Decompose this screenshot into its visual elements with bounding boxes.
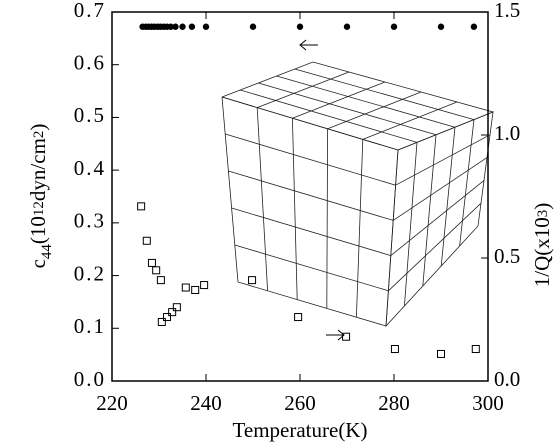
cube-grid <box>231 207 391 256</box>
point <box>200 281 209 290</box>
cube-grid <box>240 89 418 143</box>
point <box>157 317 166 326</box>
axis-label-part: ) <box>530 203 554 210</box>
cube-grid <box>257 71 350 108</box>
y2-tick-label: 0.5 <box>494 244 520 268</box>
point <box>181 283 190 292</box>
point <box>202 23 210 30</box>
x-tick-label: 220 <box>96 391 128 415</box>
point <box>188 23 196 30</box>
point <box>191 285 200 294</box>
x-axis-label: Temperature(K) <box>233 418 368 442</box>
cube-edge <box>221 96 399 327</box>
axis-label-part: dyn/cm <box>26 138 50 201</box>
axis-label-part: 1/Q(x10 <box>530 217 554 287</box>
point <box>343 23 351 30</box>
point <box>390 345 399 354</box>
y-axis-label: c44(1012dyn/cm2) <box>26 124 56 269</box>
arrow-left <box>299 39 318 51</box>
point <box>390 23 398 30</box>
point <box>248 276 257 285</box>
cube-illustration <box>221 61 495 328</box>
point <box>296 23 304 30</box>
y2-tick-label: 0.0 <box>494 367 520 391</box>
point <box>470 23 478 30</box>
x-tick-label: 300 <box>472 391 504 415</box>
cube-grid <box>276 75 456 128</box>
axis-label-part: 3 <box>535 210 551 218</box>
y-tick-label: 0.2 <box>74 261 106 285</box>
arrow-right <box>326 329 345 341</box>
x-tick-label: 280 <box>378 391 410 415</box>
y2-axis-label: 1/Q(x103) <box>530 203 554 288</box>
y-tick-label: 0.1 <box>74 314 106 338</box>
cube-grid <box>294 68 475 120</box>
cube-grid <box>395 134 491 186</box>
x-tick-label: 260 <box>284 391 316 415</box>
point <box>249 23 257 30</box>
y-tick-label: 0.7 <box>74 0 106 22</box>
axis-label-part: 44 <box>39 244 55 260</box>
point <box>137 202 146 211</box>
y-tick-label: 0.4 <box>74 156 106 180</box>
cube-grid <box>326 128 329 309</box>
cube-grid <box>292 81 386 119</box>
axis-label-part: ) <box>26 124 50 131</box>
cube-grid <box>362 101 458 140</box>
cube-grid <box>327 91 422 130</box>
cube-grid <box>234 244 389 292</box>
cube-grid <box>390 180 485 256</box>
point <box>342 332 351 341</box>
cube-grid <box>292 118 298 300</box>
point <box>179 23 186 30</box>
cube-edge <box>221 61 495 151</box>
point <box>156 276 165 285</box>
y-tick-label: 0.0 <box>74 367 106 391</box>
cube-grid <box>388 202 482 292</box>
point <box>437 349 445 358</box>
y-tick-label: 0.5 <box>74 103 106 127</box>
axis-label-part: 12 <box>31 201 47 216</box>
point <box>471 345 480 354</box>
cube-edge <box>385 111 494 328</box>
point <box>142 236 151 245</box>
point <box>147 258 156 267</box>
cube-grid <box>392 157 488 221</box>
cube-grid <box>404 142 418 307</box>
point <box>172 23 179 30</box>
cube-grid <box>356 139 364 318</box>
cube-grid <box>440 127 456 267</box>
axis-label-part: (10 <box>26 216 50 244</box>
point <box>152 266 161 275</box>
point <box>437 23 445 30</box>
y-tick-label: 0.3 <box>74 209 106 233</box>
axis-label-part: 2 <box>31 131 47 139</box>
point <box>294 313 303 322</box>
point <box>167 23 174 30</box>
cube-grid <box>258 82 437 136</box>
cube-grid <box>256 107 268 291</box>
y2-tick-label: 1.5 <box>494 0 520 22</box>
cube-grid <box>459 119 475 247</box>
point <box>172 303 181 312</box>
x-tick-label: 240 <box>190 391 222 415</box>
cube-grid <box>228 170 394 221</box>
axis-label-part: c <box>26 259 50 268</box>
y-tick-label: 0.6 <box>74 51 106 75</box>
cube-grid <box>225 133 396 186</box>
point <box>162 313 171 322</box>
point <box>168 308 177 317</box>
cube-grid <box>422 134 437 287</box>
y2-tick-label: 1.0 <box>494 121 520 145</box>
